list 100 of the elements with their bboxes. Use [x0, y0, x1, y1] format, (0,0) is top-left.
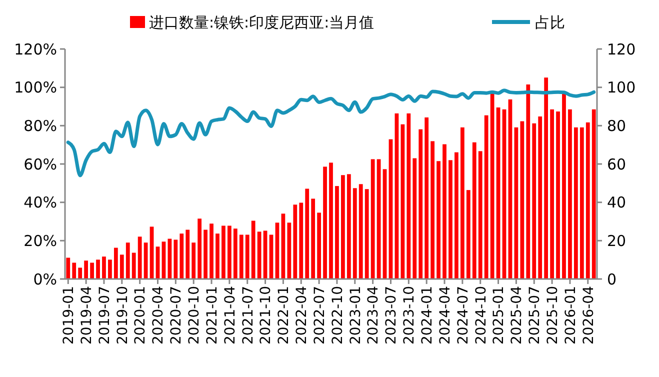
- bar: [204, 230, 208, 279]
- bar: [472, 142, 476, 279]
- bar: [317, 212, 321, 279]
- bar: [484, 115, 488, 279]
- bar: [568, 109, 572, 279]
- bar: [412, 158, 417, 279]
- bar: [281, 214, 286, 279]
- bar: [239, 234, 244, 279]
- bar: [562, 92, 566, 279]
- bar: [586, 122, 590, 279]
- bar: [126, 242, 130, 279]
- x-tick-label: 2025-01: [491, 286, 508, 344]
- y2-tick-label: 20: [607, 232, 626, 250]
- bar: [132, 252, 136, 279]
- y-tick-label: 20%: [24, 232, 57, 250]
- bar: [574, 127, 578, 279]
- bar: [346, 174, 351, 279]
- bar: [120, 254, 124, 279]
- bar: [269, 234, 274, 279]
- x-tick-label: 2019-10: [114, 286, 131, 344]
- bar: [227, 226, 232, 279]
- x-tick-label: 2020-04: [150, 286, 167, 344]
- x-tick-label: 2024-10: [473, 286, 490, 344]
- x-tick-label: 2021-10: [258, 286, 274, 344]
- y2-tick-label: 100: [607, 78, 636, 97]
- bar: [436, 161, 440, 279]
- bar: [263, 230, 268, 279]
- legend-label: 占比: [535, 13, 565, 32]
- bar: [299, 202, 304, 279]
- bar: [352, 188, 357, 279]
- bar: [102, 256, 106, 279]
- bar: [114, 248, 118, 279]
- bar: [418, 129, 423, 279]
- bar: [305, 188, 310, 279]
- bar: [84, 260, 88, 279]
- x-tick-label: 2024-04: [437, 286, 454, 344]
- x-tick-label: 2020-10: [186, 286, 202, 344]
- y-tick-label: 40%: [24, 194, 57, 212]
- x-tick-label: 2019-04: [78, 286, 95, 344]
- bar: [96, 260, 100, 279]
- bar: [108, 260, 112, 279]
- bar: [376, 159, 381, 279]
- x-tick-label: 2025-07: [527, 286, 544, 344]
- bar: [502, 109, 506, 279]
- y-tick-label: 80%: [24, 116, 57, 135]
- bar: [424, 117, 429, 279]
- bar: [216, 234, 220, 279]
- bar: [520, 121, 524, 279]
- bar: [198, 218, 202, 279]
- bar: [335, 186, 339, 279]
- y2-tick-label: 120: [607, 40, 636, 58]
- x-tick-label: 2024-07: [455, 286, 472, 344]
- bar: [394, 113, 399, 279]
- y2-tick-label: 60: [607, 155, 626, 174]
- bar: [174, 240, 178, 279]
- bar: [311, 198, 316, 279]
- bar: [90, 262, 94, 279]
- x-tick-label: 2022-07: [312, 286, 328, 344]
- bar: [508, 99, 512, 279]
- bar: [341, 175, 345, 279]
- bar: [532, 123, 536, 279]
- x-tick-label: 2025-04: [509, 286, 526, 344]
- bar: [222, 226, 226, 279]
- bar: [192, 242, 196, 279]
- bar: [210, 224, 214, 279]
- y2-tick-label: 40: [607, 194, 626, 212]
- bar: [388, 139, 393, 279]
- x-tick-label: 2024-01: [419, 286, 436, 344]
- y-tick-label: 120%: [14, 40, 57, 58]
- y-tick-label: 100%: [14, 78, 57, 97]
- x-tick-label: 2020-07: [168, 286, 185, 344]
- x-tick-label: 2021-04: [222, 286, 238, 344]
- x-tick-label: 2022-04: [294, 286, 310, 344]
- bar: [78, 268, 82, 279]
- x-tick-label: 2023-10: [402, 286, 418, 344]
- y2-tick-label: 0: [607, 270, 617, 288]
- bar: [66, 258, 70, 279]
- bar: [538, 116, 542, 279]
- bar: [430, 141, 434, 279]
- x-tick-label: 2021-01: [204, 286, 220, 344]
- bar: [329, 162, 333, 279]
- bar: [186, 230, 190, 279]
- y2-tick-label: 80: [607, 116, 626, 135]
- bar: [478, 151, 482, 279]
- bar: [382, 169, 387, 279]
- bar: [496, 107, 500, 279]
- x-tick-label: 2022-10: [330, 286, 346, 344]
- x-tick-label: 2023-07: [384, 286, 400, 344]
- bar: [442, 144, 446, 279]
- bar: [550, 109, 554, 279]
- x-tick-label: 2023-01: [348, 286, 364, 344]
- bar: [257, 232, 262, 279]
- bar: [138, 236, 142, 279]
- x-tick-label: 2023-04: [366, 286, 382, 344]
- x-tick-label: 2026-04: [580, 286, 597, 344]
- bar: [358, 184, 363, 279]
- bar: [287, 222, 292, 279]
- x-tick-label: 2025-10: [544, 286, 561, 344]
- bar: [400, 124, 405, 279]
- bar: [251, 220, 256, 279]
